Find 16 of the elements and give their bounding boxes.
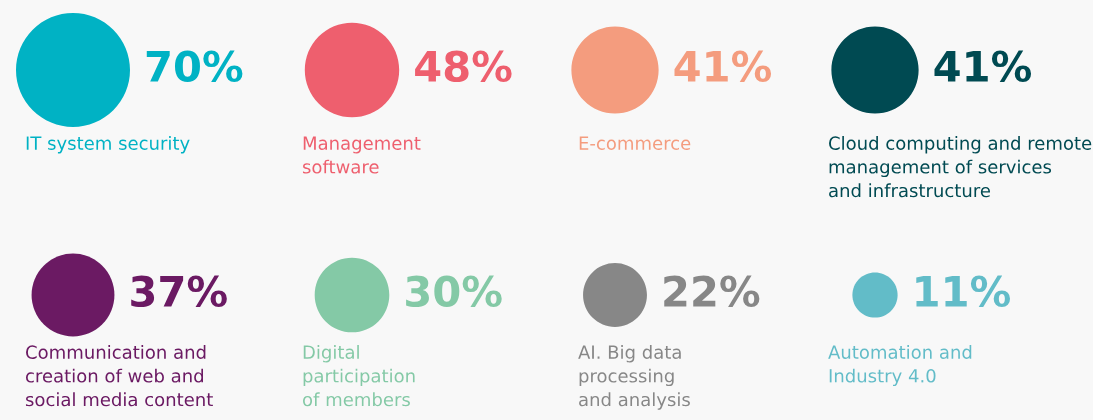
category-label: Automation and Industry 4.0 xyxy=(828,345,972,387)
category-label: Cloud computing and remote management of services and infrastructure xyxy=(829,136,1092,198)
category-label: Communication and creation of web and social media content xyxy=(25,345,213,407)
data-label: 37% xyxy=(131,275,227,308)
category-label: AI. Big data processing and analysis xyxy=(578,345,690,410)
data-label: 11% xyxy=(916,275,1010,308)
category-label: IT system security xyxy=(26,136,190,154)
data-label: 48% xyxy=(415,50,512,83)
data-label: 41% xyxy=(674,50,772,83)
data-label: 30% xyxy=(406,275,502,308)
data-label: 41% xyxy=(934,50,1032,83)
category-label: Digital participation of members xyxy=(303,345,415,407)
category-label: Management software xyxy=(302,136,421,174)
category-label: E-commerce xyxy=(579,136,691,150)
data-label: 22% xyxy=(664,275,760,308)
data-label: 70% xyxy=(146,50,243,83)
